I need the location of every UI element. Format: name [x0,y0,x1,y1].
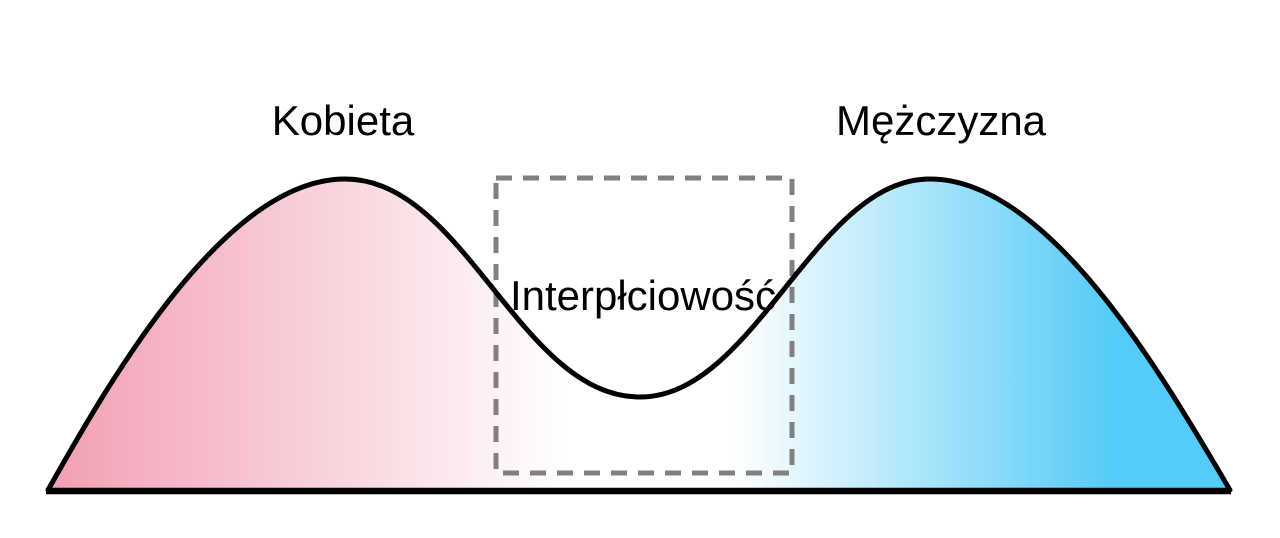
label-male: Mężczyzna [835,97,1047,144]
label-female: Kobieta [271,97,415,144]
distribution-curve-line [45,176,1233,493]
distribution-area-fill [48,179,1230,490]
intersex-region-box [493,175,795,476]
label-intersex: Interpłciowość [509,272,777,319]
